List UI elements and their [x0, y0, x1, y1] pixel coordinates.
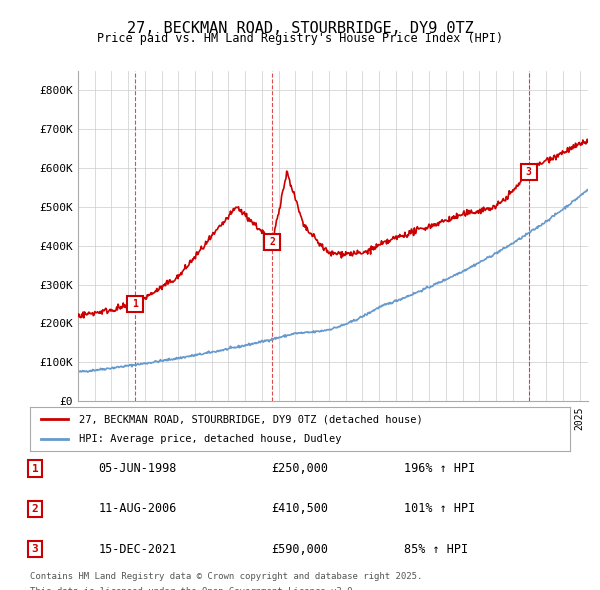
Text: HPI: Average price, detached house, Dudley: HPI: Average price, detached house, Dudl… — [79, 434, 341, 444]
Text: 101% ↑ HPI: 101% ↑ HPI — [404, 502, 475, 516]
Text: 27, BECKMAN ROAD, STOURBRIDGE, DY9 0TZ (detached house): 27, BECKMAN ROAD, STOURBRIDGE, DY9 0TZ (… — [79, 415, 422, 424]
Text: 85% ↑ HPI: 85% ↑ HPI — [404, 543, 468, 556]
Text: 3: 3 — [32, 544, 38, 554]
Text: 196% ↑ HPI: 196% ↑ HPI — [404, 462, 475, 475]
Text: £410,500: £410,500 — [271, 502, 328, 516]
Text: 1: 1 — [133, 299, 138, 309]
Text: £250,000: £250,000 — [271, 462, 328, 475]
Text: £590,000: £590,000 — [271, 543, 328, 556]
Text: 2: 2 — [32, 504, 38, 514]
Text: 3: 3 — [526, 167, 532, 177]
Text: 1: 1 — [32, 464, 38, 474]
Text: Contains HM Land Registry data © Crown copyright and database right 2025.: Contains HM Land Registry data © Crown c… — [30, 572, 422, 581]
Text: Price paid vs. HM Land Registry's House Price Index (HPI): Price paid vs. HM Land Registry's House … — [97, 32, 503, 45]
Text: This data is licensed under the Open Government Licence v3.0.: This data is licensed under the Open Gov… — [30, 587, 358, 590]
Text: 2: 2 — [269, 237, 275, 247]
Text: 27, BECKMAN ROAD, STOURBRIDGE, DY9 0TZ: 27, BECKMAN ROAD, STOURBRIDGE, DY9 0TZ — [127, 21, 473, 35]
Text: 05-JUN-1998: 05-JUN-1998 — [98, 462, 177, 475]
Text: 11-AUG-2006: 11-AUG-2006 — [98, 502, 177, 516]
Text: 15-DEC-2021: 15-DEC-2021 — [98, 543, 177, 556]
